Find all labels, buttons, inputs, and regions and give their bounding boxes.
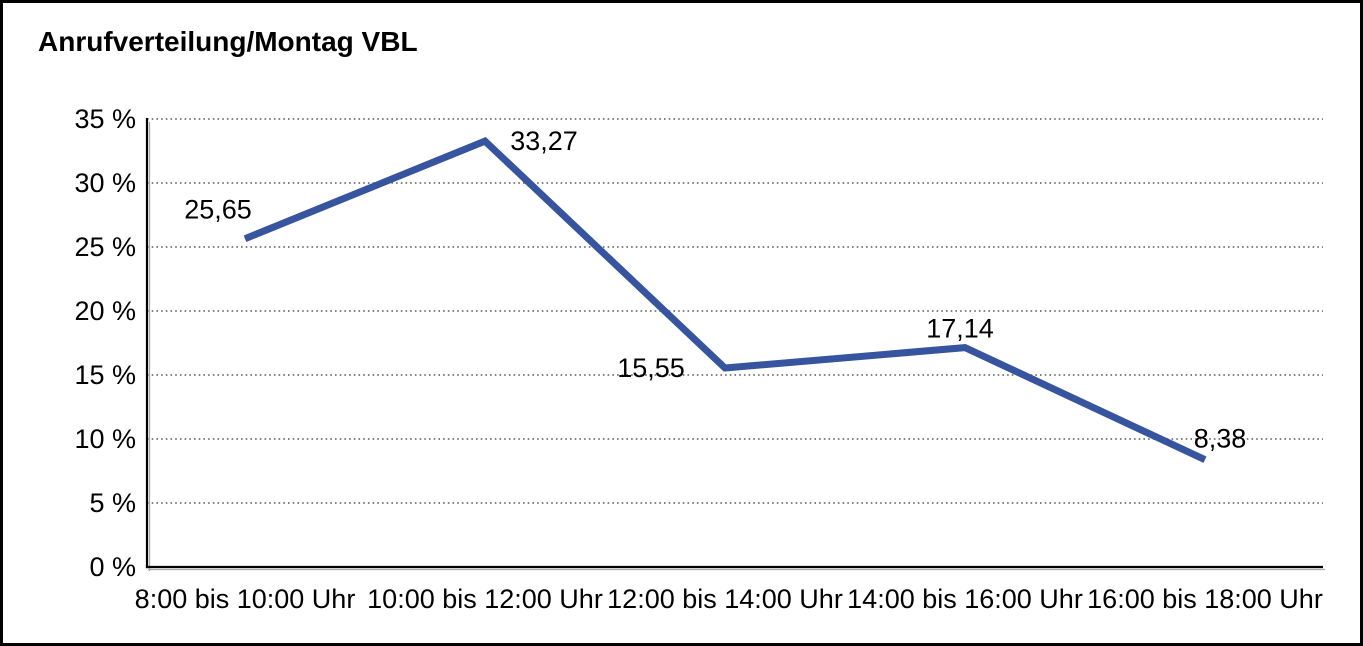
y-axis-tick-label: 15 % [74,360,136,390]
data-series-line [243,137,1207,463]
x-axis-category-label: 10:00 bis 12:00 Uhr [367,584,603,614]
data-point-label: 25,65 [184,195,252,225]
x-axis-category-label: 14:00 bis 16:00 Uhr [847,584,1083,614]
y-axis-tick-label: 25 % [74,232,136,262]
y-axis-tick-label: 10 % [74,424,136,454]
x-axis-category-label: 8:00 bis 10:00 Uhr [135,584,356,614]
x-axis-category-label: 12:00 bis 14:00 Uhr [607,584,843,614]
data-point-label: 33,27 [510,126,578,156]
data-point-label: 17,14 [926,314,994,344]
y-axis-tick-label: 5 % [89,488,136,518]
chart-title: Anrufverteilung/Montag VBL [38,26,418,57]
y-axis-tick-label: 0 % [89,552,136,582]
y-axis-tick-label: 20 % [74,296,136,326]
y-axis-tick-label: 35 % [74,104,136,134]
x-axis-category-label: 16:00 bis 18:00 Uhr [1087,584,1323,614]
data-point-label: 8,38 [1194,424,1247,454]
y-axis-tick-label: 30 % [74,168,136,198]
data-point-label: 15,55 [617,353,685,383]
